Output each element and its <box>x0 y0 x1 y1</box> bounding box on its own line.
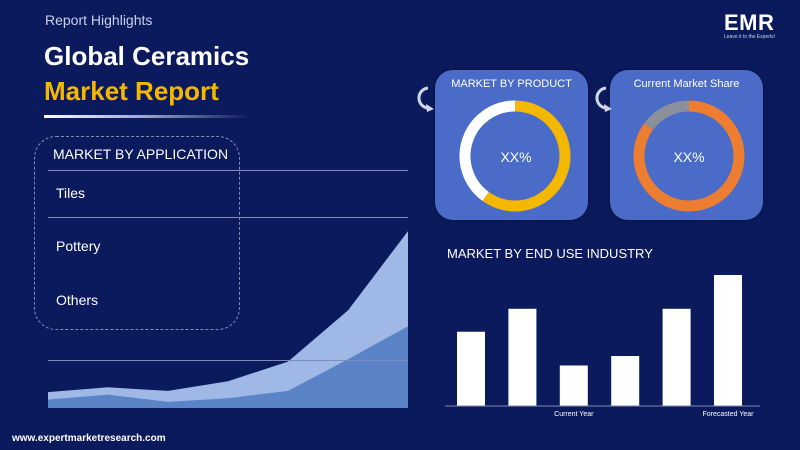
guide-line <box>48 360 408 361</box>
donut2-slice-1 <box>644 100 690 131</box>
bar-4 <box>662 308 691 406</box>
application-item-others: Others <box>56 292 99 308</box>
bar-3 <box>611 356 640 406</box>
guide-line <box>48 217 408 218</box>
end-use-title: MARKET BY END USE INDUSTRY <box>447 246 653 261</box>
guide-line <box>48 170 408 171</box>
logo-text: EMR <box>724 10 775 35</box>
donut2-slice-0 <box>633 100 745 212</box>
bar-5 <box>714 275 742 406</box>
product-value: XX% <box>500 149 532 165</box>
footer-url: www.expertmarketresearch.com <box>12 433 166 444</box>
title-underline <box>44 115 249 118</box>
share-value: XX% <box>673 149 705 165</box>
page-title-line1: Global Ceramics <box>44 41 250 71</box>
share-card-title: Current Market Share <box>633 78 740 90</box>
sync-icon <box>595 86 612 112</box>
bar-2 <box>559 365 588 406</box>
area-series-1 <box>48 326 408 408</box>
application-item-tiles: Tiles <box>56 185 86 201</box>
donut1-slice-1 <box>459 100 516 201</box>
bar-label-5: Forecasted Year <box>702 411 754 418</box>
sync-icon <box>417 86 434 112</box>
application-box <box>34 136 240 330</box>
report-highlights-label: Report Highlights <box>45 12 153 28</box>
product-card-title: MARKET BY PRODUCT <box>451 78 572 90</box>
logo-tagline: Leave it to the Experts! <box>724 34 776 40</box>
bar-0 <box>457 331 485 406</box>
bar-label-2: Current Year <box>554 411 594 418</box>
bar-1 <box>508 308 537 406</box>
donut1-slice-0 <box>482 100 571 212</box>
application-heading: MARKET BY APPLICATION <box>53 146 229 162</box>
emr-logo: EMR Leave it to the Experts! <box>724 10 794 46</box>
page-title-line2: Market Report <box>44 76 219 106</box>
application-item-pottery: Pottery <box>56 238 101 254</box>
area-series-0 <box>48 231 408 408</box>
